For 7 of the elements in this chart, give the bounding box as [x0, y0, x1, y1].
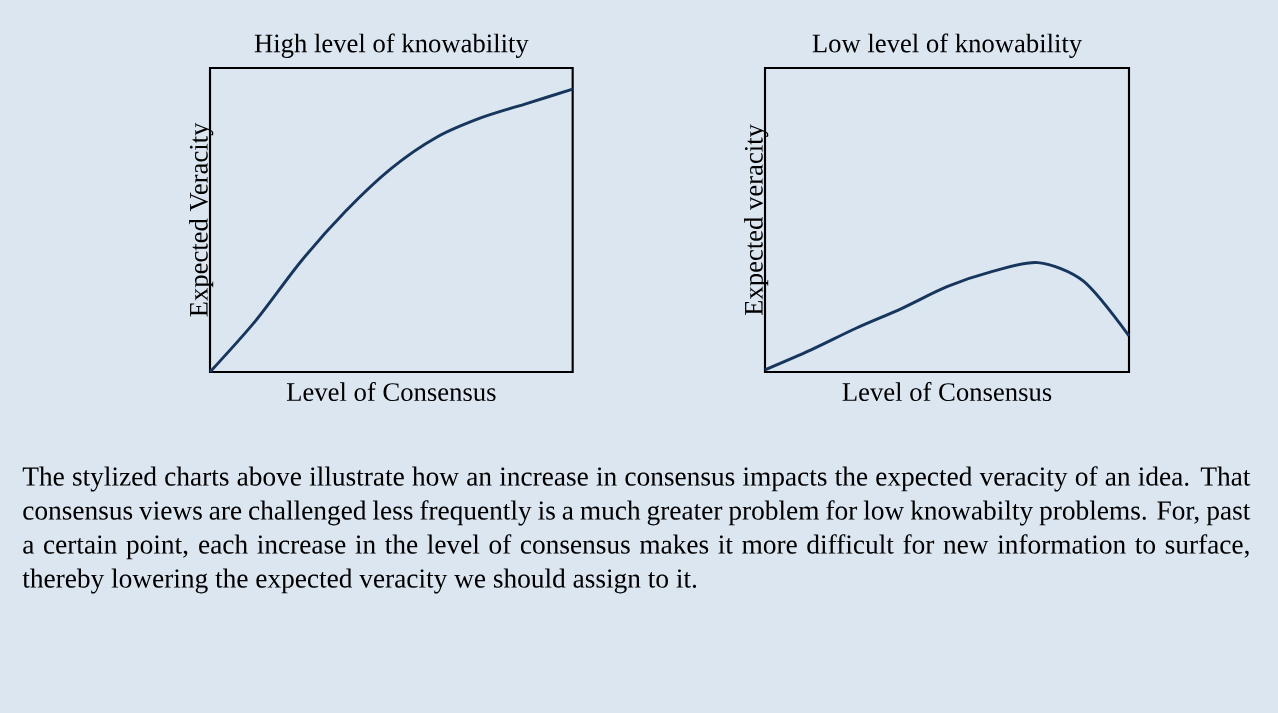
x-axis-title: Level of Consensus: [842, 382, 1052, 402]
text: The stylized charts above illustrate how an increase in consensus impacts the expected veracity of an idea. That consensus views are challenged less frequently is a much greater problem for low knowabilty problems. For, past a certain point, each increase in the level of consensus makes it more difficult for new information to surface, thereby lowering the expected veracity we should assign to it.: [22, 466, 1251, 594]
y-axis-title: Expected veracity: [744, 124, 769, 316]
y-axis-title: Expected Veracity: [189, 122, 214, 317]
x-axis-title: Level of Consensus: [286, 382, 496, 402]
chart-title: High level of knowability: [254, 33, 529, 58]
chart-title: Low level of knowability: [812, 33, 1083, 58]
